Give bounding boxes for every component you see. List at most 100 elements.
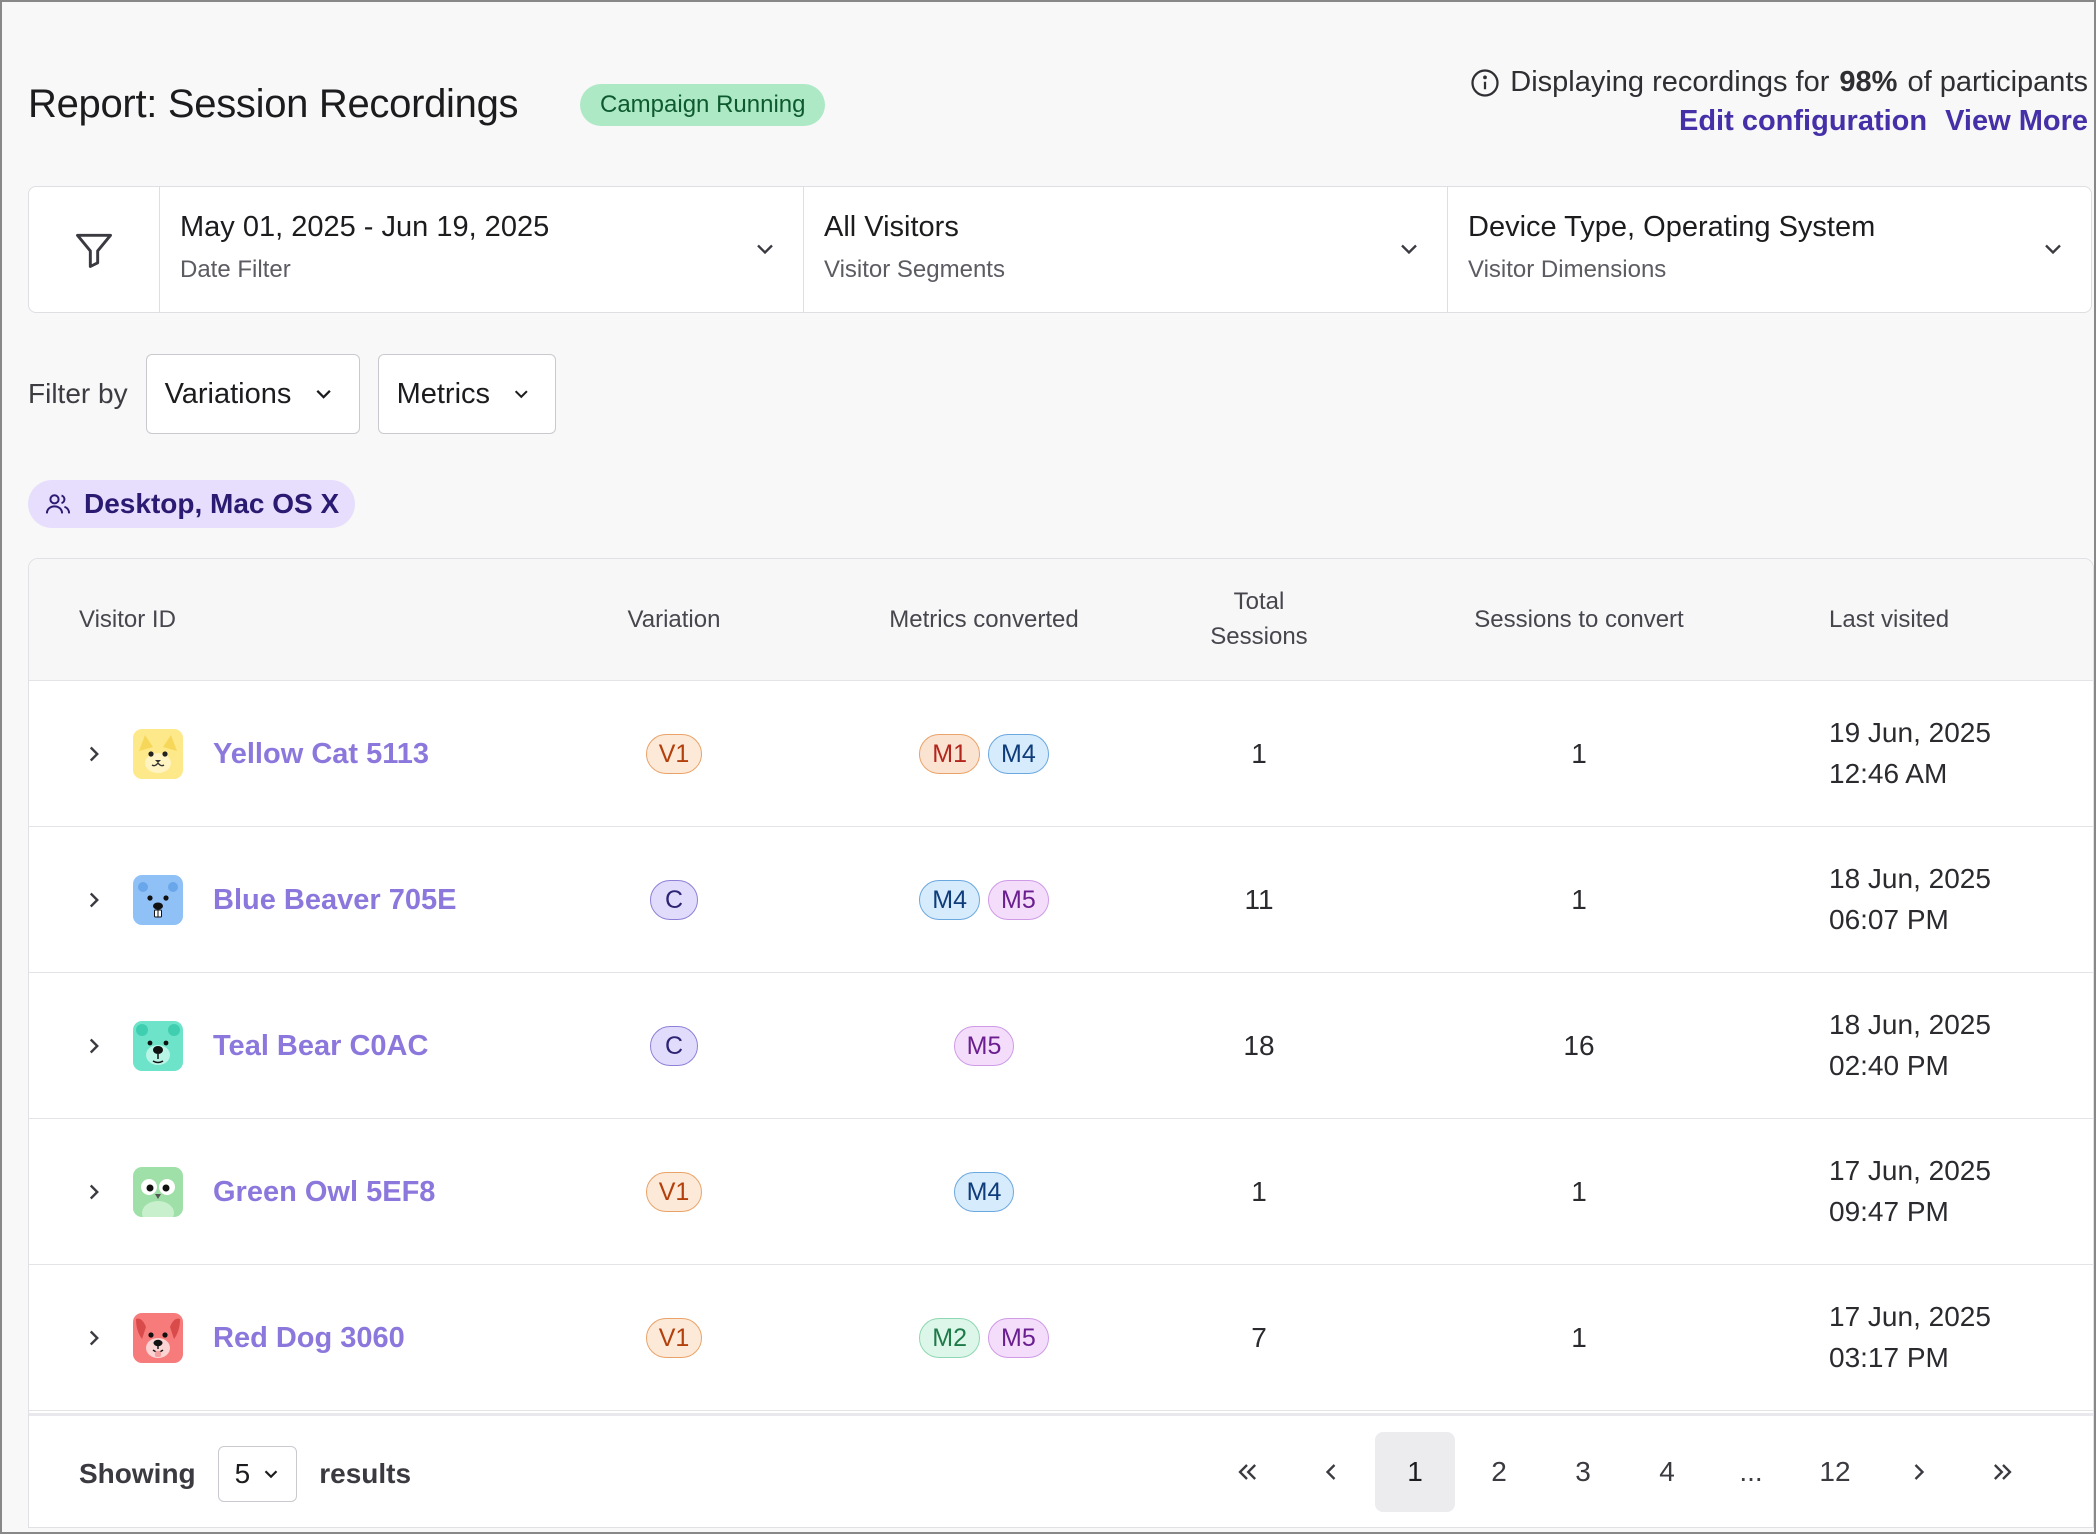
- avatar: [133, 973, 183, 1119]
- date-filter[interactable]: May 01, 2025 - Jun 19, 2025 Date Filter: [160, 187, 804, 312]
- avatar: [133, 827, 183, 973]
- recordings-table: Visitor ID Variation Metrics converted T…: [28, 558, 2094, 1528]
- page-button[interactable]: 4: [1659, 1456, 1675, 1487]
- last-visited-cell: 18 Jun, 2025 02:40 PM: [1829, 973, 2089, 1119]
- total-sessions-value: 7: [1251, 1322, 1267, 1353]
- visitor-link[interactable]: Teal Bear C0AC: [213, 1029, 429, 1062]
- last-visited-date: 19 Jun, 2025: [1829, 717, 1991, 749]
- chevron-right-icon: [89, 746, 99, 762]
- blue-beaver-avatar: [133, 875, 183, 925]
- date-filter-label: Date Filter: [180, 256, 291, 283]
- table-row[interactable]: Green Owl 5EF8 V1 M4 1 1 17 Jun, 2025 09…: [29, 1119, 2093, 1265]
- table-row[interactable]: Teal Bear C0AC C M5 18 16 18 Jun, 2025 0…: [29, 973, 2093, 1119]
- visitor-dimensions-filter[interactable]: Device Type, Operating System Visitor Di…: [1448, 187, 2091, 312]
- page-size-select[interactable]: 5: [217, 1446, 298, 1502]
- info-suffix: of participants: [1907, 66, 2088, 98]
- variation-cell: V1: [599, 1265, 749, 1411]
- avatar: [133, 1119, 183, 1265]
- chevron-down-icon: [264, 1470, 278, 1479]
- metrics-dropdown[interactable]: Metrics: [377, 354, 556, 434]
- metric-badge: M5: [988, 1318, 1049, 1358]
- page-button[interactable]: 3: [1575, 1456, 1591, 1487]
- info-percent: 98%: [1839, 66, 1898, 98]
- dimensions-label: Visitor Dimensions: [1468, 256, 1667, 283]
- col-total-sessions-line1: Total: [1233, 588, 1285, 616]
- last-visited-time: 02:40 PM: [1829, 1050, 1949, 1081]
- chevron-down-icon: [514, 390, 528, 399]
- chevron-right-icon: [89, 1038, 99, 1054]
- table-row[interactable]: Yellow Cat 5113 V1 M1 M4 1 1 19 Jun, 2025…: [29, 681, 2093, 827]
- expand-row-button[interactable]: [79, 1265, 109, 1411]
- metrics-cell: M4 M5: [819, 827, 1149, 973]
- metric-badge: M4: [988, 734, 1049, 774]
- col-sessions-to-convert[interactable]: Sessions to convert: [1474, 605, 1684, 633]
- pagination: 1 2 3 4 ... 12: [1207, 1432, 2043, 1512]
- chevron-down-icon: [757, 244, 773, 255]
- expand-row-button[interactable]: [79, 827, 109, 973]
- page-size-value: 5: [234, 1458, 251, 1489]
- yellow-cat-avatar: [133, 729, 183, 779]
- prev-page-button[interactable]: [1291, 1432, 1371, 1512]
- table-body: Yellow Cat 5113 V1 M1 M4 1 1 19 Jun, 2025…: [29, 681, 2093, 1411]
- page-ellipsis: ...: [1739, 1456, 1763, 1487]
- metric-badge: M5: [988, 880, 1049, 920]
- expand-row-button[interactable]: [79, 973, 109, 1119]
- total-sessions-value: 1: [1251, 738, 1267, 769]
- sessions-to-convert-value: 1: [1571, 1176, 1587, 1207]
- funnel-icon: [76, 233, 112, 268]
- col-variation[interactable]: Variation: [627, 605, 721, 633]
- metric-badge: M2: [919, 1318, 980, 1358]
- expand-row-button[interactable]: [79, 1119, 109, 1265]
- segment-chip[interactable]: Desktop, Mac OS X: [28, 480, 356, 528]
- variation-badge: V1: [645, 734, 703, 774]
- last-page-button[interactable]: [1963, 1432, 2043, 1512]
- variations-label: Variations: [164, 377, 292, 410]
- visitor-segments-filter[interactable]: All Visitors Visitor Segments: [804, 187, 1448, 312]
- next-page-button[interactable]: [1879, 1432, 1959, 1512]
- edit-configuration-link[interactable]: Edit configuration: [1679, 105, 1928, 137]
- sessions-to-convert-value: 1: [1571, 738, 1587, 769]
- variation-badge: C: [650, 1026, 698, 1066]
- page-button[interactable]: 2: [1491, 1456, 1507, 1487]
- info-prefix: Displaying recordings for: [1510, 66, 1830, 98]
- info-area: Displaying recordings for 98% of partici…: [1470, 66, 2088, 138]
- col-metrics-converted[interactable]: Metrics converted: [889, 605, 1079, 633]
- green-owl-avatar: [133, 1167, 183, 1217]
- first-page-button[interactable]: [1207, 1432, 1287, 1512]
- table-row[interactable]: Blue Beaver 705E C M4 M5 11 1 18 Jun, 202…: [29, 827, 2093, 973]
- teal-bear-avatar: [133, 1021, 183, 1071]
- avatar: [133, 1265, 183, 1411]
- chevron-right-icon: [89, 1184, 99, 1200]
- last-visited-date: 18 Jun, 2025: [1829, 1009, 1991, 1041]
- chevron-down-icon: [316, 390, 332, 399]
- chevron-right-icon: [1914, 1464, 1925, 1480]
- metrics-cell: M1 M4: [819, 681, 1149, 827]
- visitor-link[interactable]: Yellow Cat 5113: [213, 737, 430, 770]
- page-button[interactable]: 12: [1819, 1456, 1851, 1487]
- table-header: Visitor ID Variation Metrics converted T…: [29, 559, 2093, 681]
- expand-row-button[interactable]: [79, 681, 109, 827]
- last-visited-time: 06:07 PM: [1829, 904, 1949, 935]
- metric-badge: M4: [953, 1172, 1015, 1212]
- visitor-link[interactable]: Blue Beaver 705E: [213, 883, 457, 916]
- chevrons-left-icon: [1238, 1464, 1256, 1480]
- variation-cell: C: [599, 973, 749, 1119]
- filter-by-row: Filter by Variations Metrics: [28, 354, 556, 434]
- variation-badge: V1: [645, 1318, 703, 1358]
- table-row[interactable]: Red Dog 3060 V1 M2 M5 7 1 17 Jun, 2025 03…: [29, 1265, 2093, 1411]
- total-sessions-value: 11: [1244, 884, 1274, 915]
- col-last-visited[interactable]: Last visited: [1829, 605, 1950, 633]
- last-visited-time: 12:46 AM: [1829, 758, 1948, 789]
- chevron-down-icon: [1401, 244, 1417, 255]
- variation-cell: V1: [599, 1119, 749, 1265]
- page-button[interactable]: 1: [1375, 1432, 1455, 1512]
- col-total-sessions[interactable]: Total Sessions: [1189, 559, 1329, 681]
- visitor-link[interactable]: Green Owl 5EF8: [213, 1175, 436, 1208]
- sessions-to-convert-value: 1: [1571, 884, 1587, 915]
- variations-dropdown[interactable]: Variations: [145, 354, 360, 434]
- col-visitor-id[interactable]: Visitor ID: [79, 605, 176, 633]
- view-more-link[interactable]: View More: [1945, 105, 2088, 137]
- visitor-link[interactable]: Red Dog 3060: [213, 1321, 405, 1354]
- col-total-sessions-line2: Sessions: [1210, 623, 1308, 650]
- filter-button[interactable]: [29, 187, 160, 312]
